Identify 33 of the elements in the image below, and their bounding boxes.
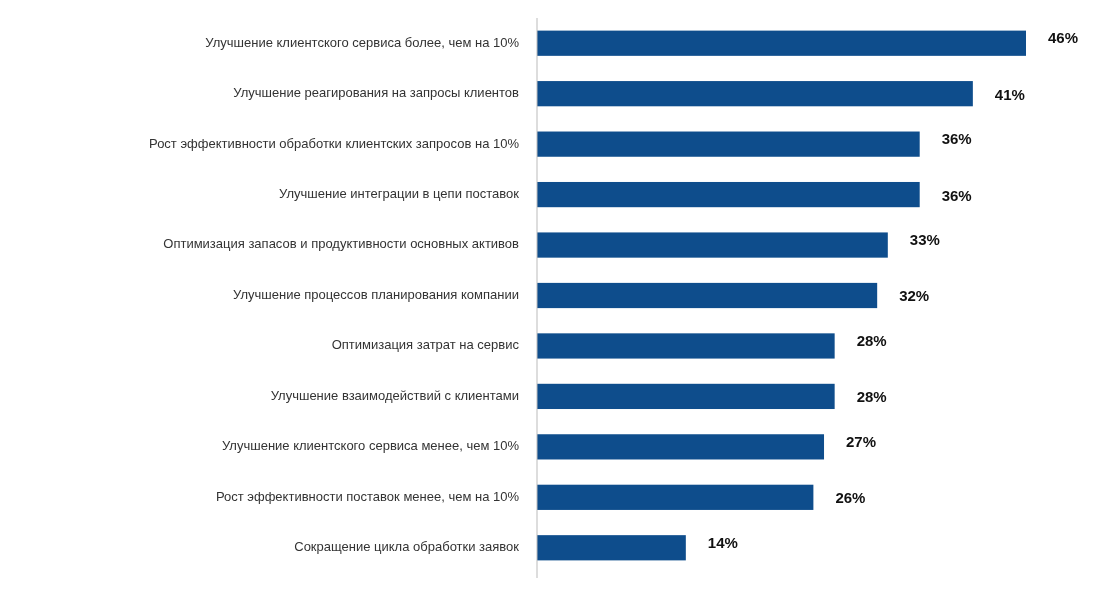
data-label: 28% xyxy=(856,331,887,349)
y-tick-label: Улучшение реагирования на запросы клиентов xyxy=(233,85,520,101)
data-label: 41% xyxy=(994,85,1025,103)
y-tick-label: Сокращение цикла обработки заявок xyxy=(294,539,520,555)
bar xyxy=(537,81,973,107)
bar xyxy=(537,484,814,510)
y-tick-label: Оптимизация затрат на сервис xyxy=(331,337,520,353)
y-tick-label: Улучшение процессов планирования компании xyxy=(233,286,519,302)
y-tick-label: Рост эффективности обработки клиентских запросов на 10% xyxy=(149,135,520,151)
bar xyxy=(537,181,920,208)
data-label: 36% xyxy=(941,130,972,148)
y-tick-label: Улучшение интеграции в цепи поставок xyxy=(279,186,520,202)
data-label: 14% xyxy=(707,533,738,551)
data-label: 46% xyxy=(1048,29,1079,47)
data-label: 32% xyxy=(899,287,930,305)
bar xyxy=(537,232,888,258)
bar xyxy=(537,434,825,460)
data-label: 27% xyxy=(846,432,877,450)
bar xyxy=(537,30,1026,56)
y-tick-label: Рост эффективности поставок менее, чем на 10% xyxy=(215,488,520,504)
y-tick-label: Оптимизация запасов и продуктивности основных активов xyxy=(163,236,520,252)
data-label: 33% xyxy=(909,231,940,249)
y-tick-label: Улучшение клиентского сервиса более, чем на 10% xyxy=(205,34,520,50)
data-label: 36% xyxy=(941,186,972,204)
data-label: 28% xyxy=(856,388,887,406)
bar xyxy=(537,383,835,410)
y-tick-label: Улучшение взаимодействий с клиентами xyxy=(270,387,519,403)
y-tick-label: Улучшение клиентского сервиса менее, чем 10% xyxy=(221,438,520,454)
bar xyxy=(537,131,920,157)
bar xyxy=(537,333,835,359)
data-label: 26% xyxy=(835,489,866,507)
bar xyxy=(537,282,878,309)
bar xyxy=(537,535,686,561)
